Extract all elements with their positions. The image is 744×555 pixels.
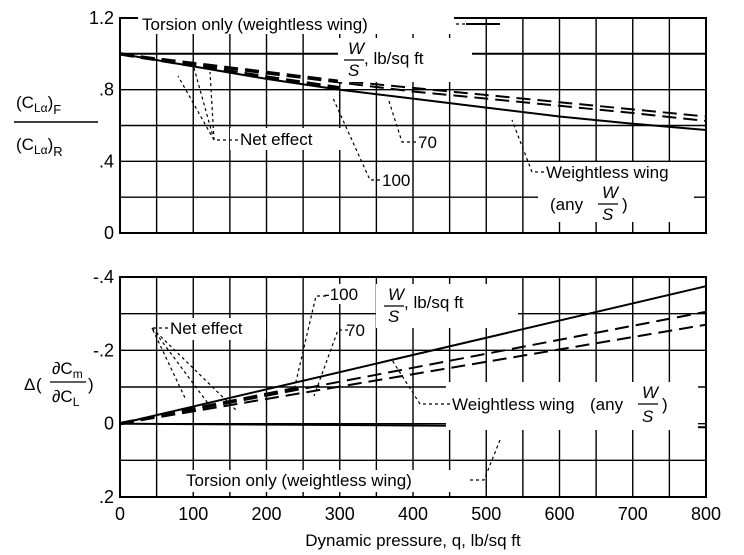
top-y-axis-title: (CLα)F (CLα)R [14,93,98,159]
top-y-tick-label: .4 [99,151,114,171]
x-tick-label: 500 [471,504,501,524]
svg-text:(CLα)R: (CLα)R [16,135,63,159]
bottom-series-3 [119,310,707,425]
svg-text:Δ: Δ [24,375,35,394]
top-series-3 [119,52,707,118]
svg-text:): ) [88,375,94,394]
bottom-y-tick-label: -.4 [93,267,114,287]
top-any-s: S [602,205,614,224]
top-panel-y-ticks: 0 .4 .8 1.2 [89,8,114,243]
x-tick-label: 800 [691,504,721,524]
top-y-tick-label: 0 [104,223,114,243]
x-tick-label: 700 [618,504,648,524]
top-w-label: W [348,39,366,58]
top-net-effect-label: Net effect [240,130,313,149]
bottom-series-5 [119,385,304,426]
top-70-label: 70 [418,133,437,152]
x-tick-label: 200 [251,504,281,524]
bottom-panel-y-ticks: -.4 -.2 0 .2 [93,267,114,507]
bottom-any-s: S [642,407,654,426]
bottom-y-axis-title: Δ ( ∂Cm ∂CL ) [24,359,94,409]
bottom-any-close: ) [662,395,668,414]
x-tick-label: 600 [544,504,574,524]
top-series-5 [119,52,341,90]
x-axis-title: Dynamic pressure, q, lb/sq ft [305,531,521,550]
bottom-panel-x-ticks: 0 100 200 300 400 500 600 700 800 [115,504,721,524]
bottom-net-effect-label: Net effect [170,319,243,338]
bottom-s-label: S [388,307,400,326]
bottom-series-2 [119,285,707,425]
bottom-y-tick-label: .2 [99,487,114,507]
top-100-label: 100 [382,171,410,190]
bottom-70-label: 70 [346,321,365,340]
top-y-tick-label: 1.2 [89,8,114,28]
bottom-w-label: W [388,285,406,304]
top-any-open: (any [550,195,584,214]
top-weightless-label: Weightless wing [546,163,669,182]
bottom-ws-unit: , lb/sq ft [404,293,464,312]
top-series-2 [119,52,707,131]
bottom-weightless-label: Weightless wing [452,395,575,414]
svg-text:(CLα)F: (CLα)F [16,93,61,117]
x-tick-label: 0 [115,504,125,524]
bottom-y-tick-label: -.2 [93,340,114,360]
top-series-4 [119,52,707,122]
svg-text:∂Cm: ∂Cm [52,359,83,381]
bottom-panel-frame [119,276,707,498]
bottom-y-tick-label: 0 [104,414,114,434]
svg-text:∂CL: ∂CL [52,387,80,409]
top-torsion-label: Torsion only (weightless wing) [142,15,368,34]
bottom-any-open: (any [590,395,624,414]
top-ws-unit: , lb/sq ft [364,49,424,68]
bottom-torsion-label: Torsion only (weightless wing) [186,471,412,490]
top-annotations: Torsion only (weightless wing) W S , lb/… [138,14,694,224]
top-any-close: ) [622,195,628,214]
bottom-annotations: -100 W S , lb/sq ft Net effect 70 Weight… [151,284,698,492]
bottom-any-w: W [642,383,660,402]
x-tick-label: 100 [178,504,208,524]
top-any-w: W [602,183,620,202]
bottom-series-4 [119,323,707,425]
x-tick-label: 300 [325,504,355,524]
svg-text:(: ( [36,375,42,394]
top-s-label: S [348,61,360,80]
top-y-tick-label: .8 [99,80,114,100]
bottom-100-label: -100 [324,285,358,304]
x-tick-label: 400 [398,504,428,524]
